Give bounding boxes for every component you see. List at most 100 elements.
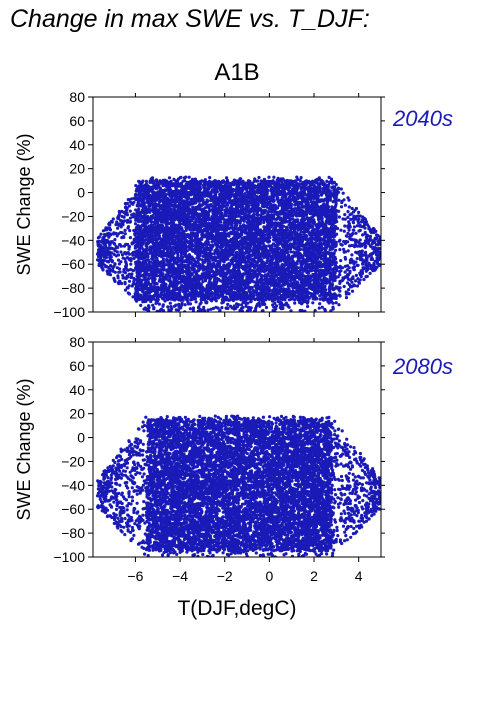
scatter-point bbox=[134, 184, 138, 188]
scatter-point bbox=[334, 248, 338, 252]
scatter-point bbox=[113, 262, 117, 266]
scatter-point bbox=[158, 200, 162, 204]
scatter-point bbox=[290, 294, 294, 298]
scatter-point bbox=[297, 244, 301, 248]
scatter-point bbox=[364, 250, 368, 254]
figure-title: Change in max SWE vs. T_DJF: bbox=[10, 5, 370, 33]
scatter-point bbox=[299, 176, 303, 180]
scatter-point bbox=[341, 191, 345, 195]
scenario-label: A1B bbox=[214, 59, 259, 86]
scatter-point bbox=[243, 235, 247, 239]
scatter-point bbox=[111, 217, 115, 221]
scatter-point bbox=[356, 263, 360, 267]
scatter-point bbox=[368, 234, 372, 238]
scatter-point bbox=[108, 243, 112, 247]
scatter-point bbox=[122, 244, 126, 248]
scatter-point bbox=[119, 250, 123, 254]
scatter-point bbox=[352, 215, 356, 219]
scatter-point bbox=[339, 259, 343, 263]
scatter-point bbox=[303, 309, 307, 312]
scatter-point bbox=[295, 175, 299, 179]
scatter-point bbox=[116, 226, 120, 230]
scatter-point bbox=[131, 269, 135, 273]
scatter-point bbox=[128, 236, 132, 240]
scatter-point bbox=[340, 200, 344, 205]
scatter-point bbox=[130, 213, 134, 217]
scatter-point bbox=[161, 184, 165, 188]
scatter-point bbox=[132, 256, 136, 261]
scatter-point bbox=[337, 293, 341, 297]
scatter-point bbox=[280, 179, 284, 183]
scatter-point bbox=[120, 214, 124, 218]
scatter-point bbox=[298, 179, 302, 183]
scatter-point bbox=[121, 273, 125, 277]
scatter-point bbox=[355, 224, 359, 228]
scatter-point bbox=[144, 182, 149, 186]
scatter-point bbox=[339, 205, 344, 209]
scatter-point bbox=[276, 176, 280, 180]
scatter-point bbox=[337, 198, 341, 202]
scatter-point bbox=[240, 303, 244, 307]
scatter-point bbox=[357, 210, 361, 214]
scatter-point bbox=[255, 195, 259, 199]
scatter-point bbox=[187, 175, 191, 179]
scatter-point bbox=[97, 235, 101, 239]
scatter-point bbox=[296, 218, 300, 222]
scatter-point bbox=[299, 273, 304, 277]
scatter-point bbox=[115, 234, 119, 238]
scatter-point bbox=[260, 309, 264, 312]
scatter-point bbox=[287, 305, 291, 309]
scatter-point bbox=[226, 302, 230, 306]
scatter-point bbox=[113, 238, 117, 242]
scatter-point bbox=[268, 202, 272, 206]
scatter-point bbox=[133, 222, 138, 226]
scatter-point bbox=[200, 258, 204, 262]
scatter-point bbox=[276, 221, 280, 225]
scatter-point bbox=[362, 277, 366, 282]
scatter-point bbox=[257, 175, 261, 180]
scatter-point bbox=[110, 251, 114, 255]
scatter-point bbox=[329, 309, 333, 312]
scatter-point bbox=[351, 220, 355, 224]
scatter-point bbox=[357, 217, 361, 221]
scatter-point bbox=[128, 220, 133, 224]
scatter-point bbox=[343, 224, 347, 228]
scatter-point bbox=[196, 257, 200, 261]
scatter-point bbox=[346, 249, 350, 253]
scatter-point bbox=[302, 230, 306, 234]
scatter-point bbox=[342, 250, 346, 254]
scatter-point bbox=[330, 263, 334, 267]
scatter-point bbox=[277, 203, 281, 207]
scatter-point bbox=[346, 210, 350, 214]
scatter-point bbox=[118, 211, 122, 215]
scatter-point bbox=[206, 308, 210, 312]
scatter-point bbox=[350, 280, 354, 284]
scatter-point bbox=[128, 209, 132, 213]
scatter-point bbox=[220, 306, 224, 310]
scatter-point bbox=[346, 277, 350, 281]
scatter-point bbox=[357, 229, 361, 233]
scatter-point bbox=[343, 203, 347, 207]
scatter-point bbox=[113, 270, 117, 274]
scatter-point bbox=[150, 257, 154, 261]
scatter-point bbox=[363, 230, 367, 235]
scatter-point bbox=[347, 288, 351, 292]
scatter-point bbox=[119, 225, 123, 229]
scatter-point bbox=[238, 182, 242, 186]
scatter-point bbox=[334, 182, 338, 187]
scatter-point bbox=[149, 299, 153, 304]
scatter-point bbox=[358, 238, 362, 242]
scatter-point bbox=[306, 304, 310, 309]
scatter-point bbox=[355, 284, 360, 288]
scatter-point bbox=[319, 193, 324, 197]
scatter-point bbox=[377, 250, 381, 254]
scatter-point bbox=[225, 176, 229, 180]
scatter-point bbox=[264, 305, 269, 310]
scatter-points bbox=[96, 175, 381, 312]
scatter-point bbox=[354, 273, 358, 277]
scatter-point bbox=[208, 176, 212, 180]
scatter-point bbox=[346, 215, 350, 219]
scatter-point bbox=[352, 225, 357, 229]
